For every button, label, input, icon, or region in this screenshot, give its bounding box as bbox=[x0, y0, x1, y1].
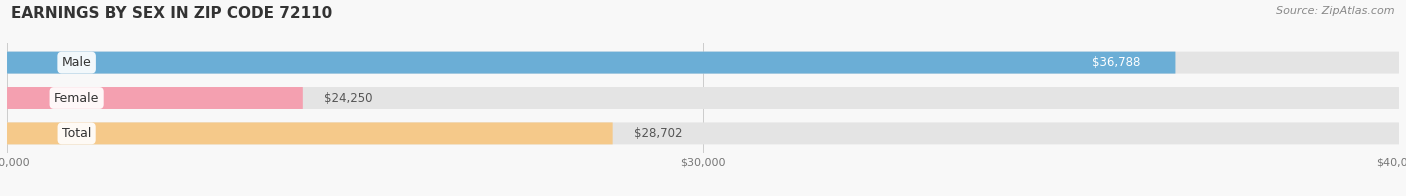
Text: EARNINGS BY SEX IN ZIP CODE 72110: EARNINGS BY SEX IN ZIP CODE 72110 bbox=[11, 6, 332, 21]
FancyBboxPatch shape bbox=[7, 52, 1175, 74]
Text: Female: Female bbox=[53, 92, 100, 104]
FancyBboxPatch shape bbox=[7, 87, 1399, 109]
FancyBboxPatch shape bbox=[7, 52, 1399, 74]
Text: Total: Total bbox=[62, 127, 91, 140]
Text: $28,702: $28,702 bbox=[634, 127, 682, 140]
FancyBboxPatch shape bbox=[7, 122, 613, 144]
Text: $24,250: $24,250 bbox=[323, 92, 373, 104]
FancyBboxPatch shape bbox=[7, 87, 302, 109]
Text: Source: ZipAtlas.com: Source: ZipAtlas.com bbox=[1277, 6, 1395, 16]
Text: $36,788: $36,788 bbox=[1092, 56, 1140, 69]
FancyBboxPatch shape bbox=[7, 122, 1399, 144]
Text: Male: Male bbox=[62, 56, 91, 69]
